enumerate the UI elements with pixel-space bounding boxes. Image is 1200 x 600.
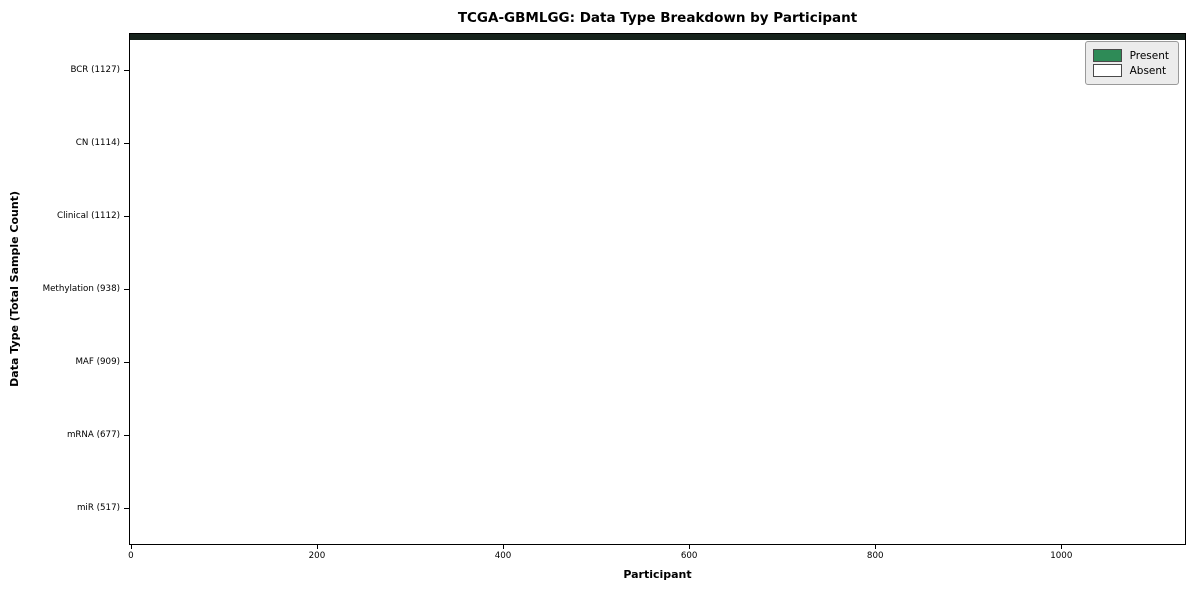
x-tick-label-1000: 1000 <box>1050 551 1073 561</box>
x-axis-label: Participant <box>623 568 692 581</box>
x-tick-label-600: 600 <box>680 551 698 561</box>
legend-absent-label: Absent <box>1129 64 1167 77</box>
present-swatch-icon <box>1092 49 1122 62</box>
y-tick-mark <box>124 215 129 217</box>
y-tick-label-cn: CN (1114) <box>75 137 120 148</box>
heatmap-row-clinical <box>130 36 1185 37</box>
x-tick-label-800: 800 <box>866 551 884 561</box>
x-tick-mark <box>316 545 318 549</box>
y-tick-label-mrna: mRNA (677) <box>66 430 120 441</box>
legend-entry-present: Present <box>1092 49 1169 62</box>
heatmap-rows <box>130 34 1185 40</box>
y-tick-mark <box>124 142 129 144</box>
y-tick-mark <box>124 69 129 71</box>
legend-entry-absent: Absent <box>1092 64 1169 77</box>
heatmap-row-methylation <box>130 37 1185 38</box>
y-tick-label-clinical: Clinical (1112) <box>57 210 120 221</box>
x-tick-mark <box>503 545 505 549</box>
y-tick-mark <box>124 289 129 290</box>
x-tick-label-400: 400 <box>494 551 512 561</box>
x-tick-mark <box>875 545 877 549</box>
heatmap-row-mrna <box>130 39 1185 40</box>
absent-swatch-icon <box>1092 64 1122 77</box>
x-tick-mark <box>130 545 132 549</box>
y-tick-label-maf: MAF (909) <box>75 357 120 368</box>
heatmap-row-cn <box>130 35 1185 36</box>
legend-present-label: Present <box>1129 49 1169 62</box>
plot-area: Present Absent <box>129 33 1186 545</box>
chart-title: TCGA-GBMLGG: Data Type Breakdown by Part… <box>457 10 858 26</box>
x-tick-label-200: 200 <box>308 551 326 561</box>
heatmap-row-maf <box>130 38 1185 39</box>
heatmap-row-bcr <box>130 34 1185 35</box>
y-tick-label-methylation: Methylation (938) <box>42 284 120 294</box>
legend: Present Absent <box>1084 41 1179 85</box>
y-tick-mark <box>124 435 129 437</box>
x-tick-label-0: 0 <box>128 551 134 561</box>
y-tick-label-bcr: BCR (1127) <box>70 64 120 75</box>
x-tick-mark <box>689 545 691 549</box>
y-tick-mark <box>124 362 129 364</box>
y-tick-label-mir: miR (517) <box>76 503 120 514</box>
x-tick-mark <box>1061 545 1063 549</box>
y-tick-mark <box>124 508 129 510</box>
